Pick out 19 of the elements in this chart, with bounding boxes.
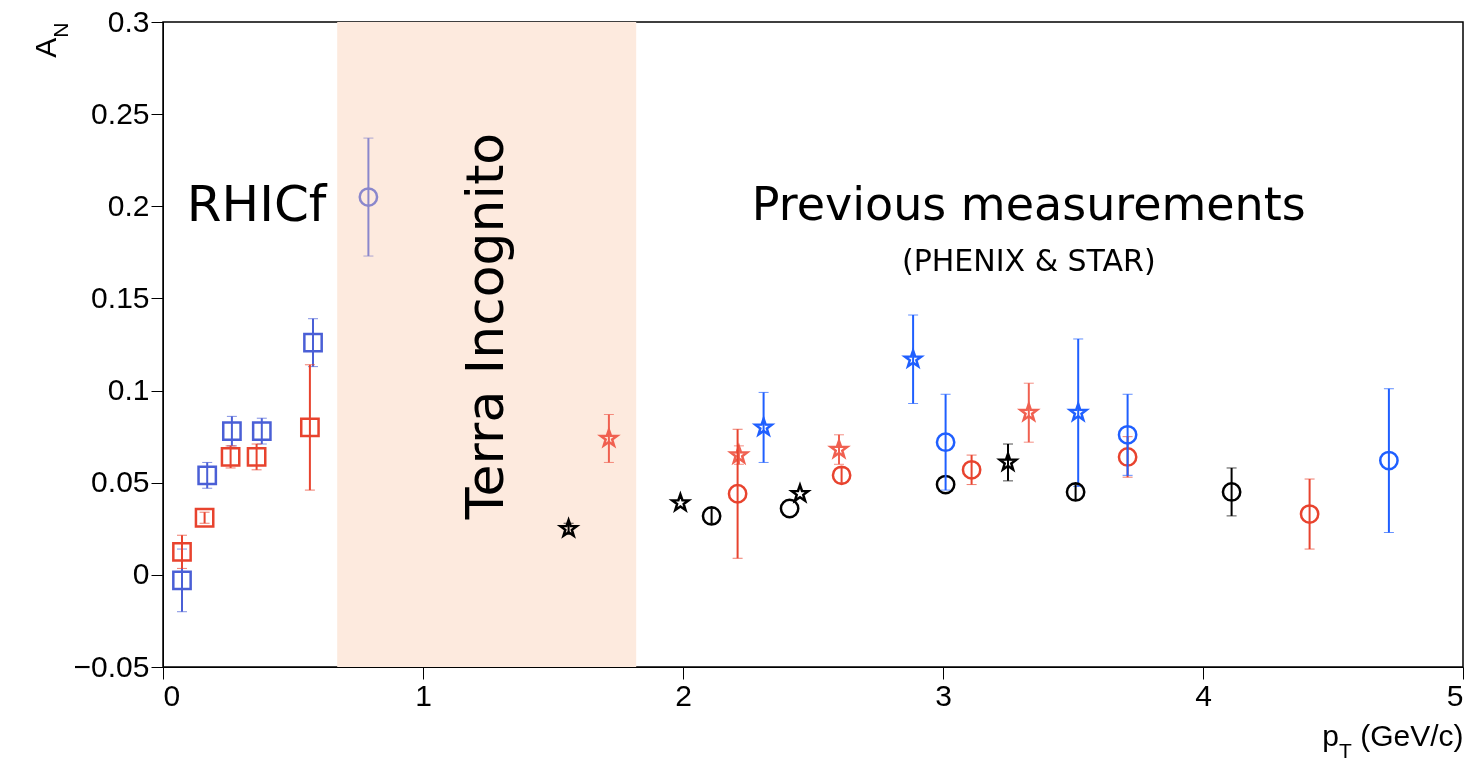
x-axis-title: p$_{T}$ (GeV/c) xyxy=(1322,718,1464,759)
x-tick-label: 5 xyxy=(1446,678,1464,712)
x-tick-label: 4 xyxy=(1195,678,1212,712)
x-tick-label: 2 xyxy=(675,678,692,712)
y-tick-label: 0.3 xyxy=(107,4,150,38)
annotation: (PHENIX & STAR) xyxy=(901,242,1156,278)
x-tick-label: 0 xyxy=(163,678,181,712)
x-tick-label: 3 xyxy=(935,678,952,712)
band-label: Terra Incognito xyxy=(454,132,515,521)
y-tick-label: 0.15 xyxy=(91,280,150,314)
annotation: RHICf xyxy=(186,175,328,234)
y-tick-label: 0.05 xyxy=(91,465,150,499)
y-tick-label: 0.25 xyxy=(91,96,150,130)
y-tick-label: 0 xyxy=(132,557,150,591)
y-tick-label: 0.2 xyxy=(107,188,150,222)
annotation: Previous measurements xyxy=(751,177,1306,232)
x-tick-label: 1 xyxy=(415,678,432,712)
y-tick-label: 0.1 xyxy=(107,373,150,407)
y-tick-label: −0.05 xyxy=(73,649,150,683)
